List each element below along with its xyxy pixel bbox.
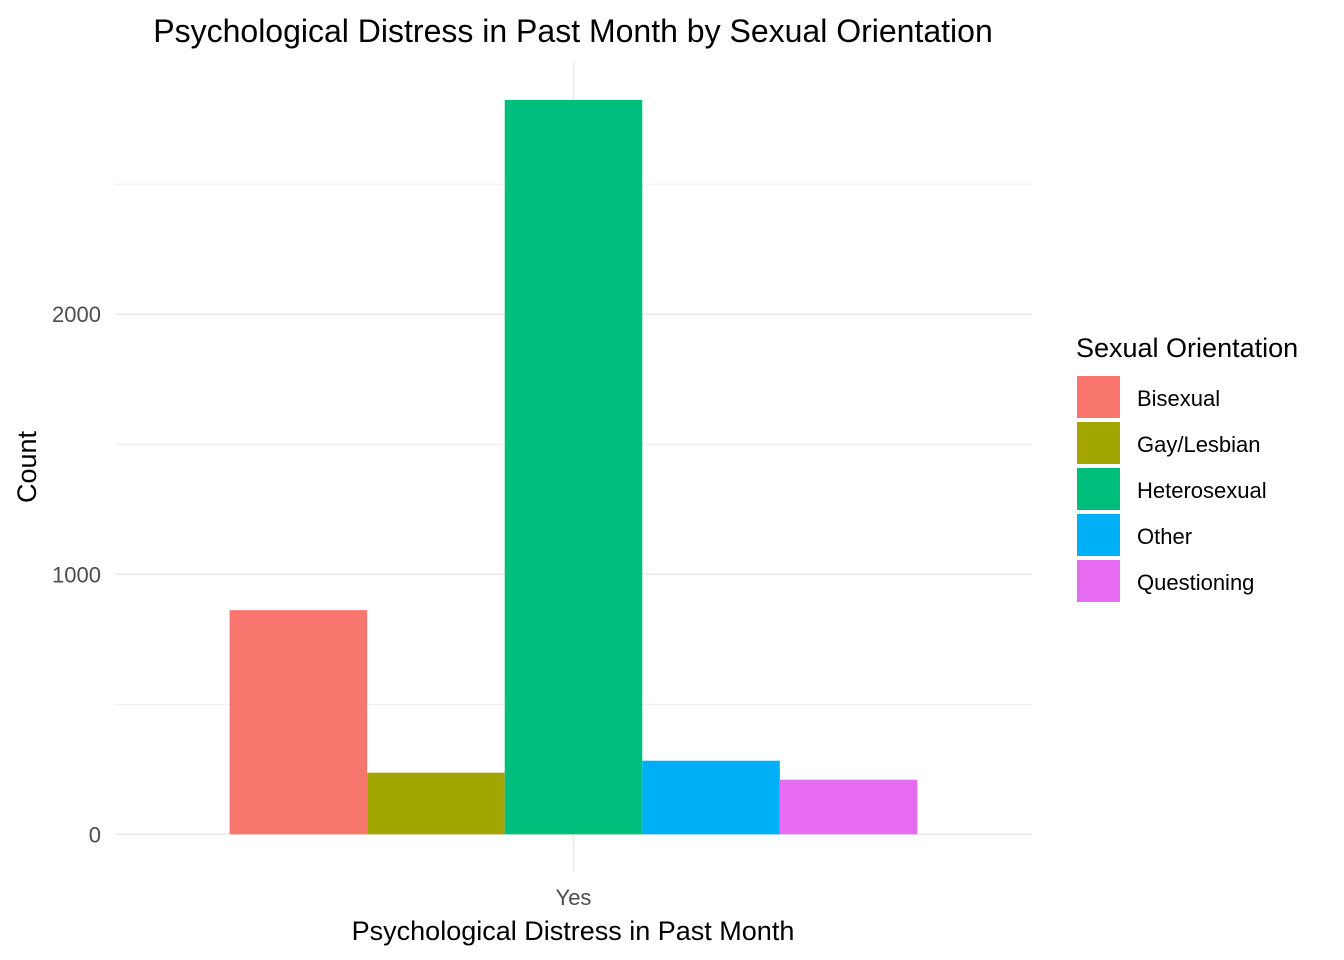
legend-label: Questioning — [1137, 570, 1254, 595]
x-axis-title: Psychological Distress in Past Month — [352, 916, 795, 946]
legend-swatch — [1077, 514, 1120, 556]
y-tick-label: 2000 — [52, 302, 101, 327]
legend-label: Other — [1137, 524, 1192, 549]
legend-label: Bisexual — [1137, 386, 1220, 411]
legend-label: Heterosexual — [1137, 478, 1267, 503]
bar-gay-lesbian — [367, 772, 505, 835]
bar-questioning — [779, 779, 918, 835]
y-tick-label: 1000 — [52, 562, 101, 587]
legend-label: Gay/Lesbian — [1137, 432, 1261, 457]
x-tick-label: Yes — [556, 885, 592, 910]
y-tick-label: 0 — [89, 822, 101, 847]
legend-swatch — [1077, 560, 1120, 602]
legend-swatch — [1077, 468, 1120, 510]
chart-title: Psychological Distress in Past Month by … — [153, 13, 993, 49]
legend-swatch — [1077, 376, 1120, 418]
x-axis-ticks: Yes — [556, 885, 592, 910]
legend: Sexual Orientation Bisexual Gay/Lesbian He… — [1076, 333, 1298, 602]
bar-bisexual — [229, 610, 368, 835]
legend-title: Sexual Orientation — [1076, 333, 1298, 363]
y-axis-ticks: 0 1000 2000 — [52, 302, 101, 847]
legend-swatch — [1077, 422, 1120, 464]
bar-other — [642, 760, 780, 835]
bars — [229, 99, 918, 835]
y-axis-title: Count — [12, 430, 42, 503]
bar-heterosexual — [504, 99, 643, 835]
